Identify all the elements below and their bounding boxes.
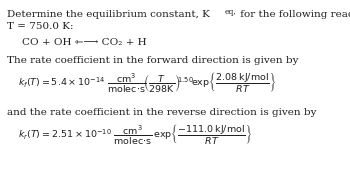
- Text: $k_r(T)=2.51\times10^{-10}\ \dfrac{\mathrm{cm}^3}{\mathrm{molec{\cdot}s}}\,\exp\: $k_r(T)=2.51\times10^{-10}\ \dfrac{\math…: [18, 122, 253, 146]
- Text: $k_f(T)=5.4\times10^{-14}\ \dfrac{\mathrm{cm}^3}{\mathrm{molec{\cdot}s}}\!\left(: $k_f(T)=5.4\times10^{-14}\ \dfrac{\mathr…: [18, 70, 277, 94]
- Text: Determine the equilibrium constant, K: Determine the equilibrium constant, K: [7, 10, 210, 19]
- Text: The rate coefficient in the forward direction is given by: The rate coefficient in the forward dire…: [7, 56, 299, 65]
- Text: CO + OH ⇽⟶ CO₂ + H: CO + OH ⇽⟶ CO₂ + H: [22, 38, 147, 47]
- Text: eq,: eq,: [225, 8, 237, 16]
- Text: T = 750.0 K:: T = 750.0 K:: [7, 22, 74, 31]
- Text: and the rate coefficient in the reverse direction is given by: and the rate coefficient in the reverse …: [7, 108, 316, 117]
- Text: for the following reaction at: for the following reaction at: [237, 10, 350, 19]
